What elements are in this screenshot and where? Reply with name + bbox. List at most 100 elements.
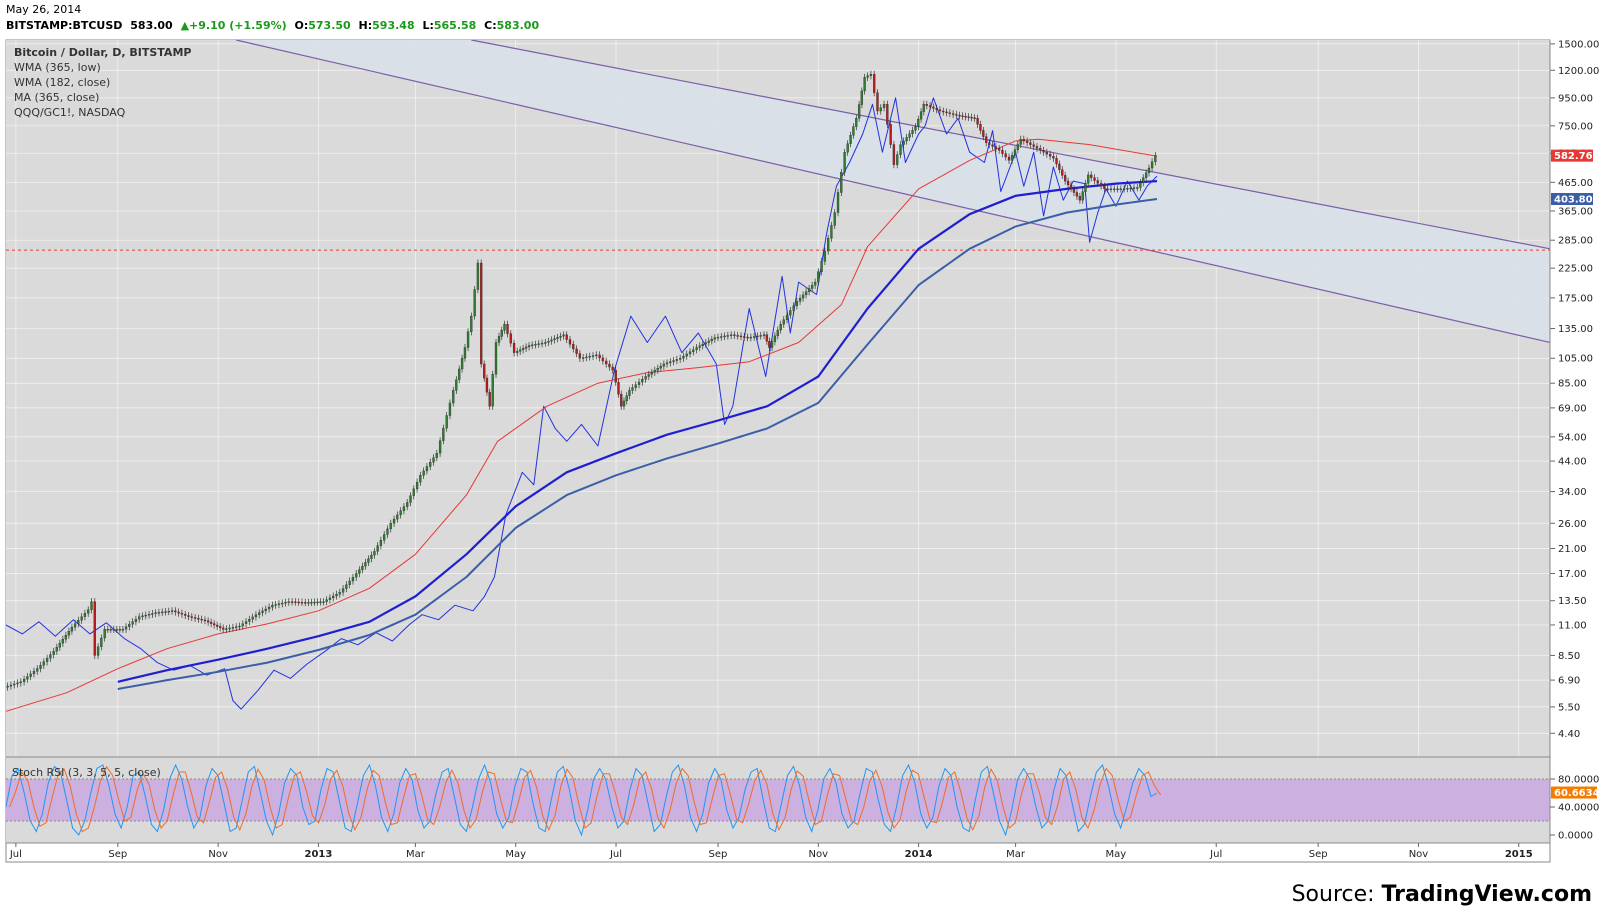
x-tick-label: Nov (208, 849, 228, 860)
candle-body (442, 427, 445, 441)
candle-body (945, 111, 948, 114)
symbol[interactable]: BITSTAMP:BTCUSD (6, 19, 123, 32)
candle-body (294, 601, 297, 603)
candle-body (485, 377, 489, 393)
y-tick-label: 950.00 (1558, 93, 1593, 104)
candle-body (144, 614, 147, 617)
candle-body (792, 305, 795, 311)
candle-body (902, 140, 905, 145)
main-plot-area[interactable] (5, 39, 1551, 863)
stoch-rsi-label: Stoch RSI (3, 3, 5, 5, close) (12, 766, 161, 779)
candle-body (70, 626, 74, 632)
candle-body (985, 136, 988, 143)
candle-body (170, 610, 174, 612)
candle-body (948, 112, 951, 114)
y-tick-label: 1200.00 (1558, 66, 1599, 77)
candle-body (373, 551, 376, 556)
candle-body (695, 347, 698, 350)
candle-body (483, 363, 486, 379)
series-ma-365-close (117, 198, 1158, 690)
x-tick-label: Mar (406, 849, 426, 860)
candle-body (1055, 158, 1058, 165)
candle-body (843, 152, 846, 173)
candle-body (656, 368, 659, 371)
candle-body (762, 334, 766, 336)
candle-body (1119, 188, 1122, 191)
price-badge (1551, 149, 1593, 162)
candle-body (1039, 148, 1042, 151)
candle-body (869, 74, 873, 76)
candle-body (882, 104, 886, 108)
y-tick-label: 365.00 (1558, 206, 1593, 217)
candle-body (736, 335, 739, 337)
candle-body (338, 592, 341, 595)
candle-body (1016, 144, 1020, 150)
low-value: L:565.58 (422, 19, 476, 32)
y-tick-label: 11.00 (1558, 620, 1587, 631)
candle-body (1052, 156, 1055, 159)
x-tick-label: May (1106, 849, 1127, 860)
candle-body (406, 502, 409, 507)
candle-body (455, 379, 458, 391)
x-tick-label: Jul (609, 849, 622, 860)
candle-body (238, 625, 241, 628)
candle-body (785, 314, 789, 320)
candle-body (889, 124, 892, 145)
candle-body (77, 620, 80, 624)
candle-body (964, 116, 967, 118)
candle-body (297, 601, 300, 604)
candle-body (258, 612, 261, 615)
candle-body (565, 334, 568, 340)
candle-body (608, 363, 611, 368)
candle-body (58, 643, 62, 648)
y-tick-label: 6.90 (1558, 676, 1580, 687)
candle-body (820, 261, 823, 272)
x-tick-label: Sep (1309, 849, 1328, 860)
candle-body (516, 351, 519, 353)
candle-body (863, 77, 866, 92)
candle-body (313, 601, 316, 604)
candle-body (653, 370, 656, 373)
candle-body (167, 611, 170, 613)
candle-body (753, 336, 756, 338)
candle-body (967, 116, 970, 118)
candle-body (500, 330, 503, 337)
candle-body (9, 684, 13, 687)
candle-body (1066, 180, 1070, 186)
candle-body (631, 387, 634, 391)
candle-body (759, 335, 762, 337)
y-tick-label: 750.00 (1558, 121, 1593, 132)
candle-body (527, 345, 531, 348)
candle-body (979, 124, 982, 131)
y-tick-label: 44.00 (1558, 457, 1587, 468)
candle-body (1106, 188, 1109, 191)
candle-body (361, 565, 364, 570)
candle-body (438, 440, 442, 454)
candle-body (509, 333, 512, 344)
candle-body (448, 402, 452, 416)
candle-body (134, 619, 138, 622)
candle-body (746, 336, 749, 339)
time-axis[interactable]: Jul Sep Nov 2013 Mar May Jul Sep Nov 2014 Mar May Ju… (9, 843, 1533, 860)
candle-body (1072, 188, 1076, 193)
price-axis[interactable]: 1500.001200.00950.00750.00595.00465.0036… (1549, 39, 1600, 843)
candle-body (1122, 188, 1126, 190)
candle-body (287, 601, 290, 603)
candle-body (521, 348, 525, 350)
candle-body (749, 336, 753, 339)
price-change: ▲+9.10 (+1.59%) (180, 19, 287, 32)
candle-body (49, 654, 52, 659)
stoch-rsi-panel[interactable] (5, 756, 1550, 844)
candle-body (756, 335, 759, 338)
candle-body (370, 554, 373, 559)
candle-body (271, 605, 274, 608)
candle-body (355, 573, 358, 578)
low-number: 565.58 (433, 19, 477, 32)
quote-line: BITSTAMP:BTCUSD 583.00 ▲+9.10 (+1.59%) O… (6, 19, 543, 32)
last-price: 583.00 (130, 19, 173, 32)
candle-body (896, 154, 899, 165)
candle-body (807, 288, 811, 292)
candle-body (692, 349, 695, 352)
candle-body (973, 117, 976, 119)
